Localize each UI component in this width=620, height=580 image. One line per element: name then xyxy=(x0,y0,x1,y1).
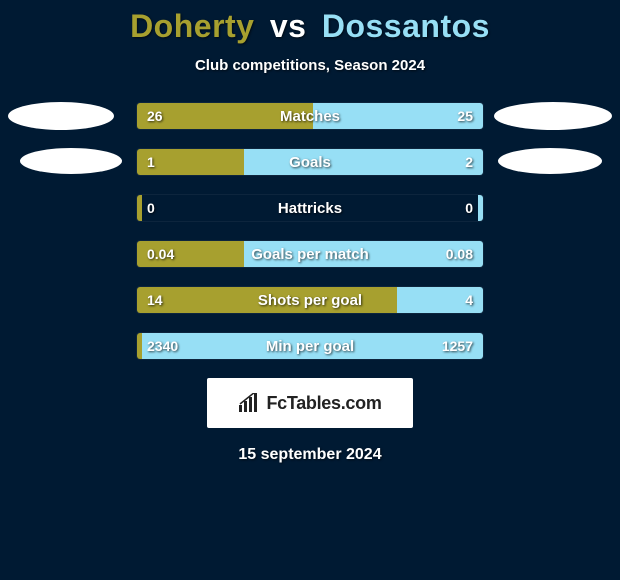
stat-value-left: 0.04 xyxy=(147,241,174,267)
logo-text: FcTables.com xyxy=(266,393,381,414)
subtitle: Club competitions, Season 2024 xyxy=(0,57,620,74)
stat-value-left: 2340 xyxy=(147,333,178,359)
date-text: 15 september 2024 xyxy=(0,446,620,464)
comparison-chart: Matches26 25 Goals1 2 Hattricks0 0 Goals per m… xyxy=(0,102,620,360)
player2-name: Dossantos xyxy=(322,8,490,44)
stat-value-right: 4 xyxy=(465,287,473,313)
chart-icon xyxy=(238,393,260,413)
stat-value-right: 2 xyxy=(465,149,473,175)
stat-value-left: 14 xyxy=(147,287,163,313)
decorative-ellipse xyxy=(20,148,122,174)
stat-row: Min per goal2340 1257 xyxy=(136,332,484,360)
page-title: Doherty vs Dossantos xyxy=(0,0,620,45)
stat-value-left: 0 xyxy=(147,195,155,221)
stat-label: Goals per match xyxy=(137,241,483,267)
stat-row: Goals per match0.04 0.08 xyxy=(136,240,484,268)
stat-value-left: 26 xyxy=(147,103,163,129)
stat-row: Shots per goal14 4 xyxy=(136,286,484,314)
logo-badge: FcTables.com xyxy=(207,378,413,428)
stat-label: Matches xyxy=(137,103,483,129)
stat-label: Shots per goal xyxy=(137,287,483,313)
stat-row: Goals1 2 xyxy=(136,148,484,176)
stat-label: Min per goal xyxy=(137,333,483,359)
stat-value-right: 25 xyxy=(457,103,473,129)
decorative-ellipse xyxy=(494,102,612,130)
stat-value-left: 1 xyxy=(147,149,155,175)
stat-label: Goals xyxy=(137,149,483,175)
stat-value-right: 0.08 xyxy=(446,241,473,267)
vs-text: vs xyxy=(270,8,307,44)
stat-value-right: 0 xyxy=(465,195,473,221)
stat-label: Hattricks xyxy=(137,195,483,221)
stat-row: Matches26 25 xyxy=(136,102,484,130)
decorative-ellipse xyxy=(8,102,114,130)
stat-value-right: 1257 xyxy=(442,333,473,359)
decorative-ellipse xyxy=(498,148,602,174)
stat-row: Hattricks0 0 xyxy=(136,194,484,222)
player1-name: Doherty xyxy=(130,8,254,44)
